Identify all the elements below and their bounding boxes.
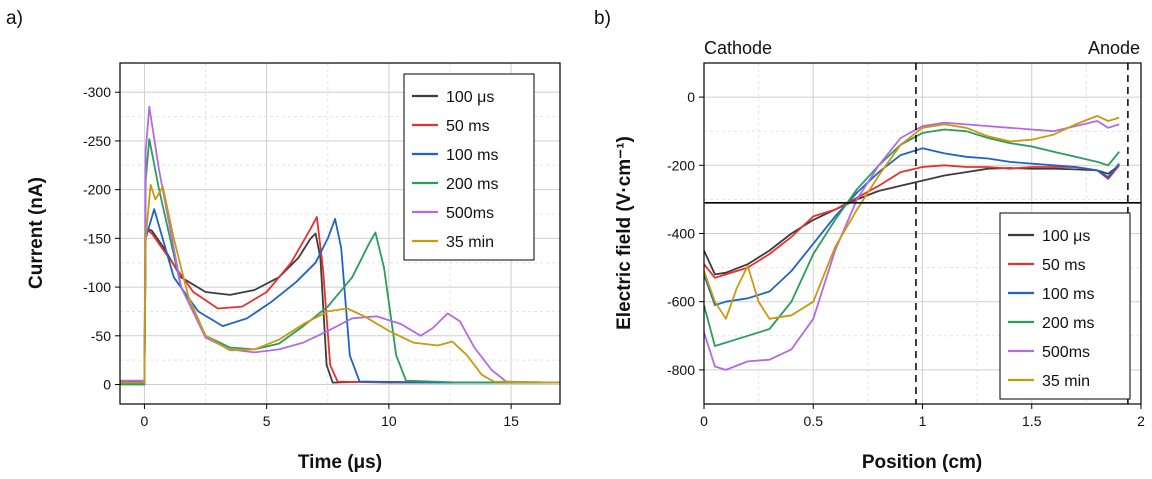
- panel-b-legend-label: 200 ms: [1042, 315, 1094, 332]
- panel-b-ylabel: Electric field (V·cm⁻¹): [614, 136, 635, 330]
- panel-a-xtick-label: 10: [381, 413, 397, 429]
- panel-a-ytick-label: -200: [83, 182, 111, 198]
- cathode-annotation: Cathode: [704, 38, 772, 58]
- panel-b-legend-label: 500ms: [1042, 344, 1090, 361]
- panel-a-frame: [119, 62, 561, 405]
- panel-a-legend-label: 50 ms: [446, 118, 490, 135]
- panel-a-ytick-label: -100: [83, 279, 111, 295]
- panel-b: b) Cathode Anode 0 0.5 1 1.5 2 0 -200 -400 -600 -…: [594, 8, 1145, 473]
- panel-b-series-line: [703, 128, 1120, 347]
- panel-a-series-line: [119, 216, 560, 385]
- panel-b-xtick-label: 1.5: [1022, 413, 1042, 429]
- panel-b-series-line: [703, 147, 1120, 306]
- panel-b-series-line: [703, 115, 1120, 320]
- panel-b-legend: 100 μs 50 ms 100 ms 200 ms 500ms 35 min: [999, 212, 1131, 400]
- panel-b-ytick-label: -400: [667, 226, 695, 242]
- panel-a-ytick-label: -50: [91, 328, 111, 344]
- panel-a-series-line: [120, 138, 560, 386]
- panel-b-ticks: 0 0.5 1 1.5 2 0 -200 -400 -600 -800: [667, 89, 1145, 429]
- panel-b-ytick-label: 0: [687, 89, 695, 105]
- panel-b-legend-label: 100 ms: [1042, 286, 1094, 303]
- panel-b-legend-label: 50 ms: [1042, 257, 1086, 274]
- panel-b-legend-label: 35 min: [1042, 373, 1090, 390]
- panel-b-xtick-label: 2: [1137, 413, 1145, 429]
- panel-a-legend-label: 100 μs: [446, 89, 494, 106]
- panel-a-series-line: [120, 183, 561, 384]
- panel-a-ytick-label: 0: [103, 377, 111, 393]
- panel-b-xtick-label: 1: [919, 413, 927, 429]
- panel-b-legend-label: 100 μs: [1042, 228, 1090, 245]
- panel-b-series: [703, 115, 1120, 371]
- panel-a-ytick-label: -300: [83, 84, 111, 100]
- panel-b-ytick-label: -600: [667, 294, 695, 310]
- panel-b-label: b): [594, 8, 611, 29]
- panel-a-series: [119, 105, 561, 386]
- panel-a-xtick-label: 15: [503, 413, 519, 429]
- panel-a-legend-label: 200 ms: [446, 176, 498, 193]
- panel-b-ytick-label: -800: [667, 362, 695, 378]
- panel-a-series-line: [120, 208, 560, 385]
- panel-b-ytick-label: -200: [667, 157, 695, 173]
- panel-b-xtick-label: 0: [700, 413, 708, 429]
- anode-annotation: Anode: [1088, 38, 1140, 58]
- panel-b-xlabel: Position (cm): [862, 452, 982, 473]
- panel-a-legend: 100 μs 50 ms 100 ms 200 ms 500ms 35 min: [403, 73, 535, 261]
- panel-a-ylabel: Current (nA): [26, 177, 47, 289]
- panel-a-legend-box: [403, 73, 535, 261]
- panel-a-label: a): [6, 8, 23, 29]
- panel-a-series-line: [120, 105, 561, 384]
- panel-a-legend-label: 500ms: [446, 205, 494, 222]
- panel-a-ytick-label: -150: [83, 230, 111, 246]
- panel-a-xtick-label: 0: [141, 413, 149, 429]
- panel-a-ytick-label: -250: [83, 133, 111, 149]
- panel-b-xtick-label: 0.5: [804, 413, 824, 429]
- panel-a-xlabel: Time (μs): [298, 452, 382, 473]
- panel-a-ticks: 0 5 10 15 0 -50 -100 -150 -200 -250 -300: [83, 84, 519, 429]
- panel-a-legend-label: 35 min: [446, 234, 494, 251]
- panel-a: a) 0 5 10 15 0 -50 -100 -150 -200 -250 -300 Time (…: [6, 8, 561, 473]
- panel-a-legend-label: 100 ms: [446, 147, 498, 164]
- panel-b-legend-box: [999, 212, 1131, 400]
- panel-b-series-line: [703, 164, 1120, 276]
- panel-a-xtick-label: 5: [263, 413, 271, 429]
